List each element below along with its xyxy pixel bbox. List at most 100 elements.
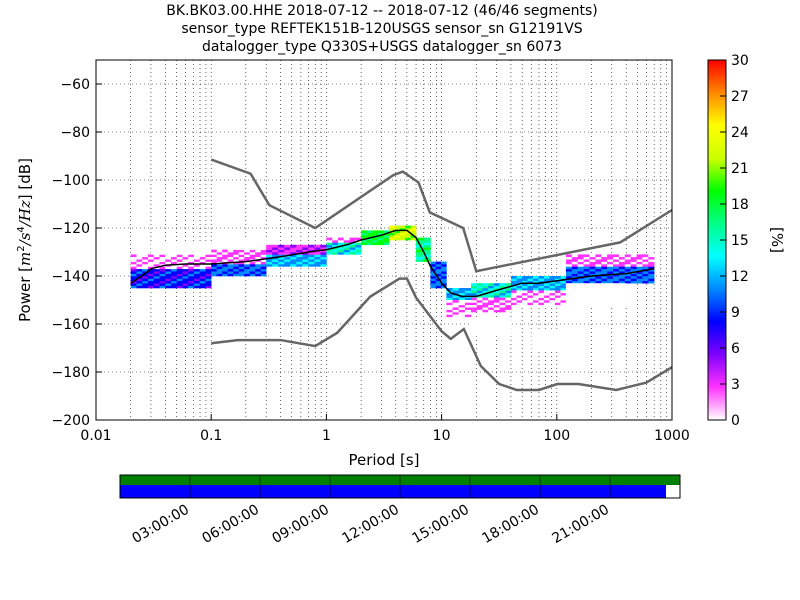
density-cell: [255, 264, 261, 267]
density-cell: [612, 264, 620, 267]
density-cell: [565, 283, 573, 286]
plot-area: [95, 59, 673, 421]
density-cell: [521, 292, 528, 296]
density-cell: [565, 290, 573, 294]
density-cell: [244, 259, 250, 262]
density-cell: [255, 271, 261, 274]
density-cell: [612, 266, 620, 270]
density-cell: [521, 288, 528, 291]
density-cell: [471, 297, 478, 301]
density-cell: [577, 273, 584, 277]
density-cell: [476, 328, 483, 332]
density-cell: [249, 273, 256, 277]
density-cell: [446, 312, 453, 315]
density-cell: [441, 276, 447, 279]
density-cell: [548, 328, 555, 332]
density-cell: [142, 276, 149, 279]
density-cell: [170, 261, 177, 265]
density-cell: [476, 307, 483, 310]
density-cell: [211, 268, 217, 272]
density-cell: [284, 252, 291, 255]
density-cell: [607, 256, 614, 260]
density-cell: [527, 280, 534, 284]
density-cell: [505, 300, 512, 303]
density-cell: [430, 280, 437, 284]
density-cell: [423, 242, 431, 246]
density-cell: [493, 288, 500, 291]
density-cell: [471, 333, 478, 337]
density-cell: [130, 271, 137, 274]
density-cell: [538, 292, 545, 296]
density-cell: [211, 249, 217, 253]
density-cell: [510, 302, 517, 306]
density-cell: [199, 256, 206, 260]
density-cell: [248, 240, 255, 243]
density-cell: [471, 326, 478, 330]
density-cell: [211, 271, 217, 274]
density-cell: [377, 235, 384, 238]
density-cell: [130, 264, 137, 267]
density-cell: [302, 252, 309, 255]
density-cell: [176, 264, 183, 267]
density-cell: [636, 264, 643, 267]
density-cell: [182, 285, 189, 289]
density-cell: [583, 271, 590, 274]
density-cell: [583, 300, 591, 303]
density-cell: [543, 288, 550, 291]
density-cell: [542, 333, 549, 337]
density-cell: [548, 345, 555, 349]
density-cell: [193, 266, 200, 270]
density-cell: [314, 254, 321, 258]
density-cell: [238, 266, 245, 270]
density-cell: [193, 252, 200, 255]
density-cell: [571, 288, 579, 291]
density-cell: [595, 264, 602, 267]
density-cell: [176, 285, 183, 289]
density-cell: [620, 290, 627, 294]
density-cell: [624, 276, 631, 279]
density-cell: [624, 268, 631, 272]
density-cell: [630, 280, 637, 284]
density-cell: [560, 280, 567, 284]
density-cell: [549, 297, 556, 301]
density-cell: [510, 292, 517, 296]
density-cell: [527, 285, 534, 289]
density-cell: [314, 264, 321, 267]
density-cell: [560, 297, 567, 301]
density-cell: [187, 247, 194, 250]
density-cell: [222, 259, 228, 262]
density-cell: [222, 256, 228, 260]
density-cell: [136, 268, 143, 272]
density-cell: [332, 240, 339, 243]
density-cell: [205, 259, 212, 262]
density-cell: [441, 280, 447, 284]
density-cell: [188, 283, 195, 286]
density-cell: [130, 256, 137, 260]
x-tick-label: 10: [433, 428, 451, 444]
density-cell: [238, 259, 245, 262]
density-cell: [542, 336, 549, 339]
density-cell: [543, 283, 550, 286]
y-tick-label: −140: [52, 269, 90, 285]
density-cell: [153, 271, 160, 274]
density-cell: [372, 230, 379, 234]
density-cell: [188, 254, 195, 258]
density-cell: [205, 249, 212, 253]
density-cell: [554, 280, 561, 284]
density-cell: [441, 285, 447, 289]
density-cell: [630, 276, 637, 279]
density-cell: [175, 242, 182, 246]
density-cell: [565, 285, 573, 289]
density-cell: [565, 280, 573, 284]
density-cell: [516, 297, 523, 301]
density-cell: [543, 285, 550, 289]
plot-frame: [95, 59, 673, 421]
mean-curve: [130, 229, 655, 298]
density-cell: [618, 278, 626, 282]
density-cell: [527, 292, 534, 296]
density-cell: [458, 290, 466, 294]
density-cell: [624, 273, 631, 277]
density-cell: [589, 278, 596, 282]
density-cell: [222, 268, 228, 272]
density-cell: [272, 254, 279, 258]
